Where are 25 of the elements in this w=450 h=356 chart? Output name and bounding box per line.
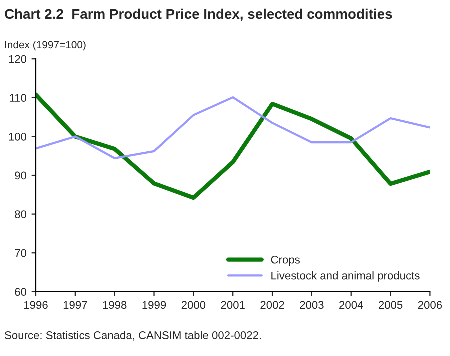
y-tick-label: 110 [10, 94, 27, 102]
legend-label: Crops [271, 256, 300, 266]
source-note: Source: Statistics Canada, CANSIM table 002-0022. [5, 331, 262, 341]
y-tick-label: 100 [9, 132, 27, 141]
x-tick-label: 2003 [300, 301, 324, 310]
chart-title: Chart 2.2 Farm Product Price Index, selected commodities [5, 8, 392, 22]
x-tick-label: 1996 [24, 301, 48, 310]
x-tick-label: 1998 [103, 301, 127, 310]
y-tick-label: 60 [15, 288, 27, 296]
x-tick-label: 2004 [340, 301, 364, 310]
x-tick-label: 2006 [418, 301, 442, 310]
y-tick-label: 90 [15, 172, 27, 180]
x-tick-label: 1997 [64, 301, 88, 310]
x-tick-label: 2000 [182, 301, 206, 310]
y-tick-label: 70 [15, 249, 27, 258]
x-tick-label: 2005 [378, 301, 403, 310]
x-tick-label: 1999 [142, 301, 166, 310]
y-tick-label: 120 [9, 55, 27, 64]
x-tick-label: 2001 [221, 301, 245, 310]
x-tick-label: 2002 [260, 301, 284, 310]
line-series [36, 96, 430, 160]
y-tick-label: 80 [15, 210, 27, 218]
y-axis-title: Index (1997=100) [5, 40, 86, 51]
line-series [36, 92, 430, 200]
legend-label: Livestock and animal products [272, 272, 420, 282]
